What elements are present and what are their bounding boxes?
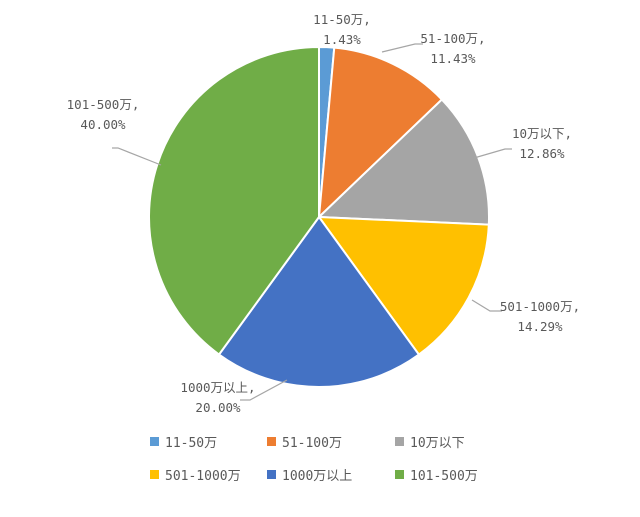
data-label-501-1000wan: 501-1000万, 14.29% — [500, 299, 580, 334]
data-label-1000wan-plus: 1000万以上, 20.00% — [180, 380, 255, 415]
legend-item-1000wan-plus: 1000万以上 — [267, 469, 352, 484]
leader-line-10wan-under — [473, 148, 512, 159]
data-label-10wan-under: 10万以下, 12.86% — [512, 126, 572, 161]
legend-item-101-500wan: 101-500万 — [395, 469, 478, 484]
legend-swatch-501-1000wan — [150, 470, 159, 479]
data-labels: 11-50万, 1.43% 51-100万, 11.43% 10万以下, 12.86% 50… — [67, 12, 580, 415]
legend-label-51-100wan: 51-100万 — [282, 436, 342, 451]
legend-swatch-10wan-under — [395, 437, 404, 446]
legend-label-11-50wan: 11-50万 — [165, 436, 217, 451]
legend-item-501-1000wan: 501-1000万 — [150, 469, 241, 484]
legend-swatch-11-50wan — [150, 437, 159, 446]
data-label-101-500wan: 101-500万, 40.00% — [67, 97, 140, 132]
legend: 11-50万 51-100万 10万以下 501-1000万 1000万以上 101-50… — [150, 436, 478, 484]
data-label-51-100wan: 51-100万, 11.43% — [420, 31, 485, 66]
legend-label-501-1000wan: 501-1000万 — [165, 469, 241, 484]
leader-lines — [112, 43, 512, 401]
legend-item-51-100wan: 51-100万 — [267, 436, 342, 451]
leader-line-501-1000wan — [471, 299, 502, 312]
pie-slices — [147, 45, 490, 389]
legend-item-10wan-under: 10万以下 — [395, 436, 465, 451]
leader-line-51-100wan — [381, 43, 423, 53]
pie-slice-501-1000wan — [316, 215, 490, 356]
legend-swatch-101-500wan — [395, 470, 404, 479]
pie-slice-51-100wan — [317, 46, 444, 220]
leader-line-101-500wan — [112, 147, 162, 166]
data-label-11-50wan: 11-50万, 1.43% — [313, 12, 371, 47]
legend-label-1000wan-plus: 1000万以上 — [282, 469, 352, 484]
legend-swatch-1000wan-plus — [267, 470, 276, 479]
pie-slice-101-500wan — [147, 45, 320, 356]
legend-swatch-51-100wan — [267, 437, 276, 446]
pie-slice-1000wan-plus — [217, 215, 421, 389]
legend-item-11-50wan: 11-50万 — [150, 436, 217, 451]
legend-label-101-500wan: 101-500万 — [410, 469, 478, 484]
leader-line-1000wan-plus — [240, 379, 288, 401]
legend-label-10wan-under: 10万以下 — [410, 436, 465, 451]
